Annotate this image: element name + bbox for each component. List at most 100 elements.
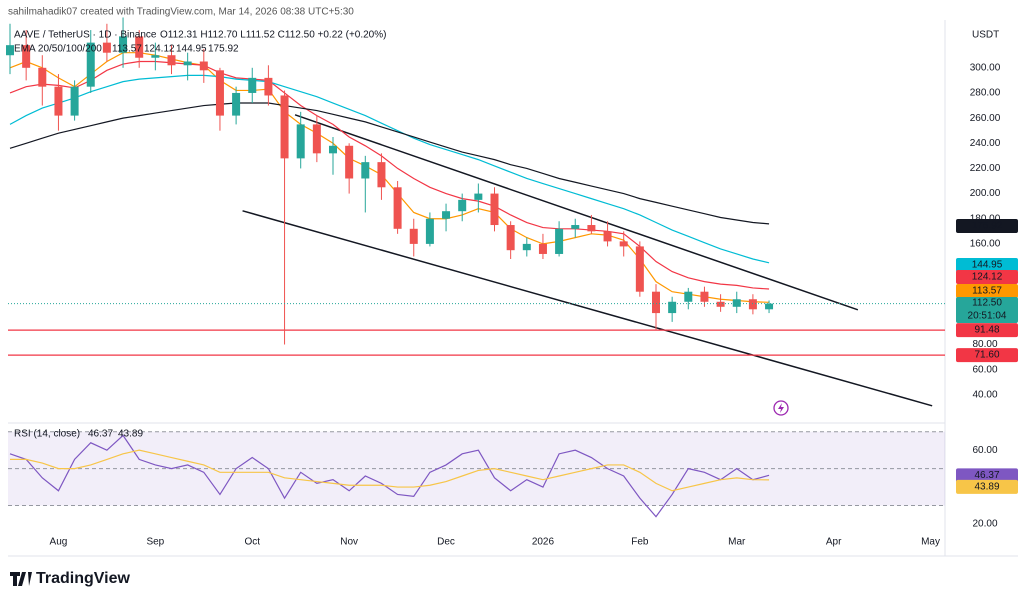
- rsi-line: [9, 434, 770, 518]
- candle-body: [296, 124, 305, 159]
- candle-body: [409, 228, 418, 244]
- currency: USDT: [972, 30, 999, 41]
- candle-body: [684, 291, 693, 302]
- price-tag: 46.37: [974, 470, 999, 481]
- candle-body: [748, 299, 757, 310]
- ema-legend-value: 124.12: [144, 44, 175, 55]
- candle-body: [538, 243, 547, 254]
- x-tick-label: 2026: [532, 537, 555, 548]
- y-tick-label: 20.00: [972, 519, 997, 530]
- x-tick-label: Sep: [146, 537, 164, 548]
- price-tag: 124.12: [972, 272, 1003, 283]
- x-tick-label: Dec: [437, 537, 455, 548]
- candle-body: [603, 231, 612, 242]
- candle-body: [716, 301, 725, 307]
- x-tick-label: Apr: [826, 537, 842, 548]
- brand-logo: [10, 572, 32, 586]
- price-tag-bg: [956, 270, 1018, 284]
- lightning-icon[interactable]: [773, 400, 789, 416]
- ohlc-legend: O112.31 H112.70 L111.52 C112.50 +0.22 (+…: [160, 30, 386, 41]
- ema-line: [9, 74, 770, 264]
- candle-body: [86, 42, 95, 87]
- price-tag: 71.60: [974, 350, 999, 361]
- candle-body: [522, 243, 531, 251]
- candle-body: [264, 77, 273, 96]
- price-tag-bg: [956, 284, 1018, 298]
- candle-body: [119, 36, 128, 53]
- rsi-legend-value: 46.37: [88, 429, 113, 440]
- x-tick-label: Oct: [244, 537, 260, 548]
- y-tick-label: 160.00: [970, 239, 1001, 250]
- candle-body: [377, 162, 386, 188]
- y-tick-label: 80.00: [972, 339, 997, 350]
- y-tick-label: 280.00: [970, 88, 1001, 99]
- y-tick-label: 260.00: [970, 113, 1001, 124]
- x-tick-label: Mar: [728, 537, 746, 548]
- candle-body: [732, 299, 741, 307]
- ema-legend-value: 175.92: [208, 44, 239, 55]
- y-tick-label: 240.00: [970, 138, 1001, 149]
- candle-body: [215, 70, 224, 116]
- y-tick-label: 60.00: [972, 445, 997, 456]
- candle-body: [458, 199, 467, 212]
- candle-body: [38, 67, 47, 87]
- x-tick-label: Aug: [50, 537, 68, 548]
- candle-body: [361, 162, 370, 179]
- ema-line: [9, 60, 770, 290]
- candle-body: [425, 218, 434, 244]
- price-tag: 175.92: [972, 221, 1003, 232]
- y-tick-label: 60.00: [972, 364, 997, 375]
- ema-legend-value: 113.57: [112, 44, 142, 55]
- candle-body: [555, 228, 564, 254]
- price-tag-bg: [956, 468, 1018, 483]
- candle-body: [571, 225, 580, 229]
- candle-body: [668, 301, 677, 314]
- price-tag-bg: [956, 323, 1018, 338]
- price-tag: 91.48: [974, 325, 999, 336]
- rsi-line: [10, 449, 770, 492]
- candle-body: [490, 193, 499, 226]
- rsi-legend-value: 43.89: [118, 429, 143, 440]
- ema-line: [9, 52, 770, 303]
- y-tick-label: 40.00: [972, 389, 997, 400]
- candle-body: [652, 291, 660, 314]
- candle-body: [635, 246, 644, 292]
- candle-body: [248, 77, 257, 93]
- candle-body: [329, 145, 337, 154]
- x-tick-label: Nov: [340, 537, 358, 548]
- ema-legend: EMA 20/50/100/200: [14, 44, 102, 55]
- symbol-legend: AAVE / TetherUS · 1D · Binance: [14, 30, 157, 41]
- brand: TradingView: [36, 570, 131, 587]
- price-tag: 144.95: [972, 260, 1003, 271]
- watermark: sahilmahadik07 created with TradingView.…: [8, 7, 354, 18]
- candle-body: [280, 95, 289, 159]
- last-price-tag-bg: [956, 297, 1018, 323]
- candle-body: [6, 45, 14, 56]
- candle-body: [587, 225, 596, 232]
- x-tick-label: May: [921, 537, 940, 548]
- candle-body: [619, 241, 628, 247]
- candle-body: [70, 86, 79, 116]
- y-tick-label: 220.00: [970, 163, 1001, 174]
- price-tag-bg: [956, 219, 1018, 233]
- price-tag-bg: [956, 258, 1018, 272]
- candle-body: [474, 193, 483, 200]
- candle-body: [345, 145, 354, 179]
- countdown: 20:51:04: [968, 311, 1007, 322]
- candle-body: [135, 36, 144, 58]
- candle-body: [442, 211, 451, 219]
- candle-body: [312, 124, 321, 154]
- x-tick-label: Feb: [631, 537, 649, 548]
- candle-body: [232, 92, 241, 116]
- price-tag: 113.57: [972, 286, 1002, 297]
- y-tick-label: 200.00: [970, 188, 1001, 199]
- rsi-legend: RSI (14, close): [14, 429, 80, 440]
- candle-body: [506, 225, 515, 251]
- candle-body: [183, 61, 192, 66]
- ema-legend-value: 144.95: [176, 44, 207, 55]
- candle-body: [765, 303, 774, 310]
- price-tag: 43.89: [974, 482, 999, 493]
- candle-body: [393, 187, 402, 229]
- candle-body: [199, 61, 208, 71]
